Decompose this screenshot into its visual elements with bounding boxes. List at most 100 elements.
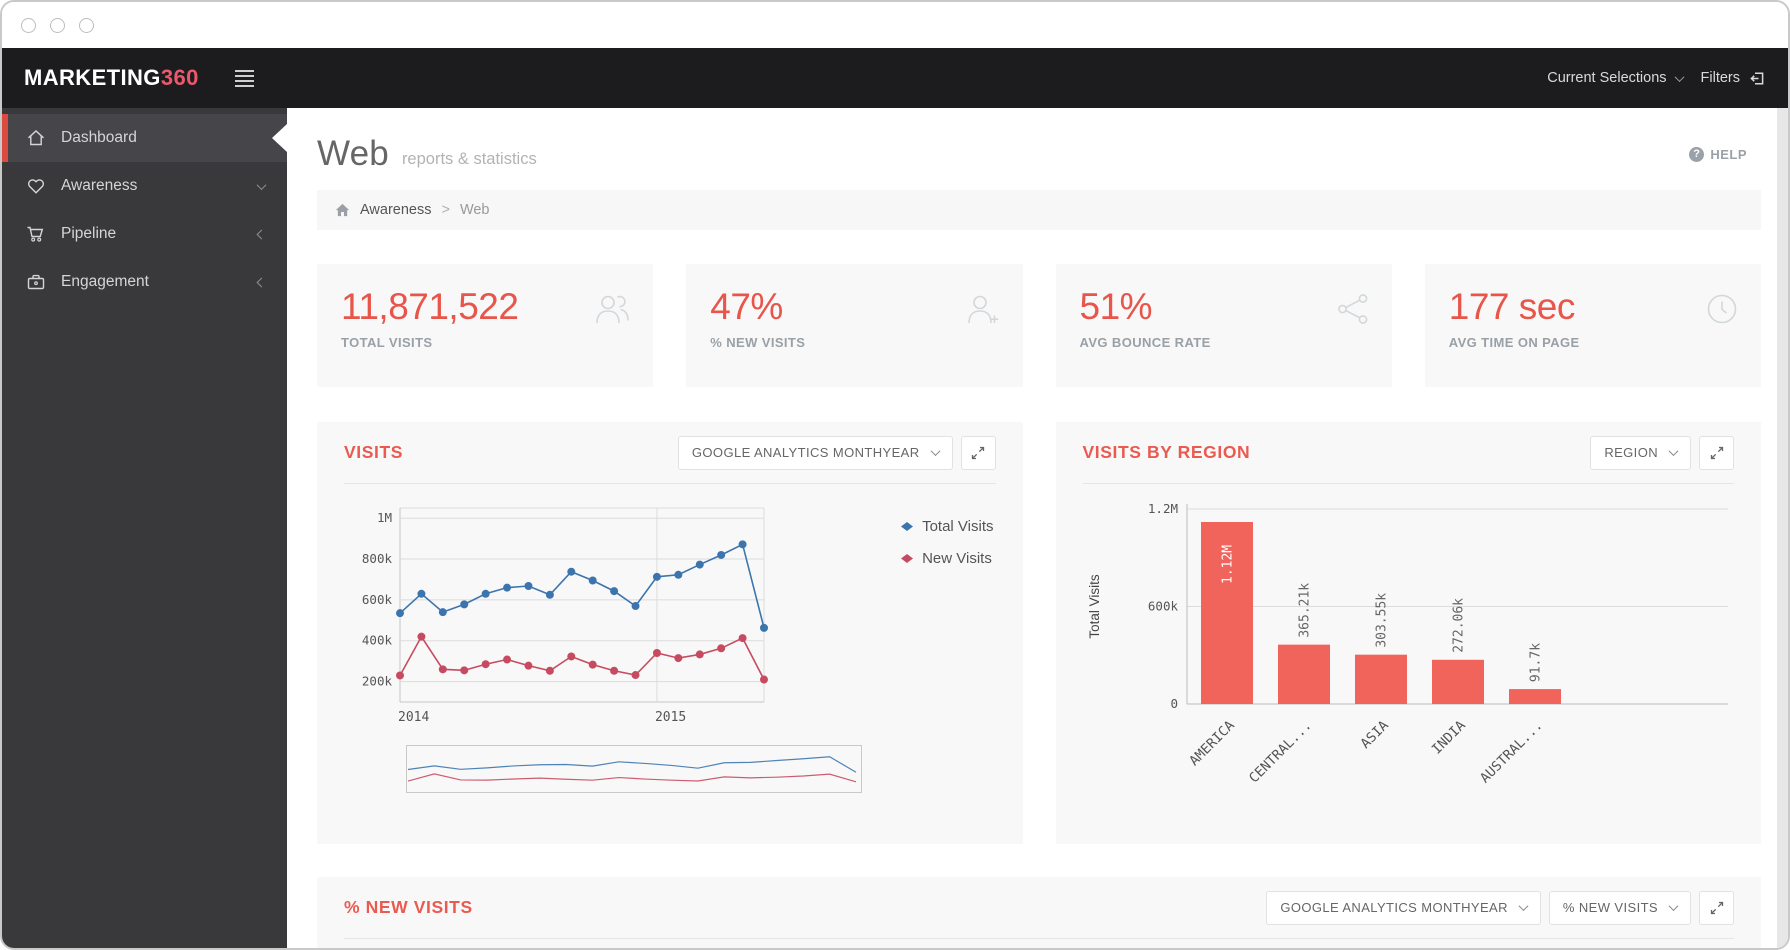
topbar-actions: Current Selections Filters xyxy=(1547,70,1788,87)
expand-button[interactable] xyxy=(960,435,996,470)
home-icon xyxy=(28,130,44,146)
svg-text:365.21k: 365.21k xyxy=(1297,583,1312,638)
legend-marker-icon xyxy=(901,522,914,531)
heart-icon xyxy=(27,179,45,194)
expand-icon xyxy=(1710,901,1723,914)
kpi-label: AVG TIME ON PAGE xyxy=(1448,335,1580,350)
svg-text:600k: 600k xyxy=(1147,599,1178,614)
chevron-down-icon xyxy=(1674,71,1684,82)
svg-text:400k: 400k xyxy=(362,633,393,648)
content-area: Web reports & statistics ? HELP Awarenes… xyxy=(287,108,1788,948)
svg-text:ASIA: ASIA xyxy=(1357,718,1391,752)
expand-icon xyxy=(1710,446,1723,459)
sidebar: Dashboard Awareness Pipeline xyxy=(2,108,287,948)
svg-text:INDIA: INDIA xyxy=(1428,718,1468,758)
svg-text:200k: 200k xyxy=(362,674,393,689)
measure-dropdown[interactable]: % NEW VISITS xyxy=(1548,890,1691,925)
question-icon: ? xyxy=(1689,146,1705,162)
svg-text:CENTRAL...: CENTRAL... xyxy=(1246,718,1315,787)
sidebar-item-label: Engagement xyxy=(61,273,149,290)
visits-panel: VISITS GOOGLE ANALYTICS MONTHYEAR xyxy=(317,422,1023,844)
brand-logo: MARKETING360 xyxy=(24,65,199,90)
chevron-left-icon xyxy=(256,277,267,287)
sidebar-item-label: Pipeline xyxy=(61,225,117,242)
chevron-down-icon xyxy=(1518,901,1529,912)
kpi-value: 51% xyxy=(1079,286,1153,327)
legend-label: New Visits xyxy=(922,550,992,567)
svg-text:0: 0 xyxy=(1170,696,1178,711)
window-control-icon[interactable] xyxy=(79,17,94,33)
window-chrome xyxy=(2,2,1788,48)
clock-icon xyxy=(1707,294,1737,324)
sidebar-item-dashboard[interactable]: Dashboard xyxy=(2,114,287,162)
new-visits-panel: % NEW VISITS GOOGLE ANALYTICS MONTHYEAR … xyxy=(317,877,1761,948)
filters-panel-icon xyxy=(1750,71,1764,85)
topbar: MARKETING360 Current Selections Filters xyxy=(2,48,1788,108)
sidebar-item-pipeline[interactable]: Pipeline xyxy=(2,210,287,258)
scrollbar[interactable] xyxy=(1777,108,1788,948)
chevron-down-icon xyxy=(930,446,940,457)
window-control-icon[interactable] xyxy=(21,17,36,33)
kpi-value: 177 sec xyxy=(1448,286,1576,327)
visits-line-chart[interactable]: 1M 800k 600k 400k 200k 2014 2015 xyxy=(344,492,824,732)
svg-text:AUSTRAL...: AUSTRAL... xyxy=(1477,718,1546,787)
dropdown-value: % NEW VISITS xyxy=(1562,900,1658,915)
region-dropdown[interactable]: REGION xyxy=(1590,435,1691,470)
panel-title: % NEW VISITS xyxy=(344,897,473,917)
expand-button[interactable] xyxy=(1699,435,1734,470)
dimension-dropdown[interactable]: GOOGLE ANALYTICS MONTHYEAR xyxy=(677,435,953,470)
svg-text:91.7k: 91.7k xyxy=(1528,643,1543,682)
help-label: HELP xyxy=(1710,146,1747,162)
kpi-new-visits: 47% % NEW VISITS xyxy=(686,264,1023,387)
chart-legend: Total Visits New Visits xyxy=(901,518,994,582)
svg-text:2015: 2015 xyxy=(655,710,686,725)
cart-icon xyxy=(27,226,44,242)
share-icon xyxy=(1337,294,1368,324)
charts-row: VISITS GOOGLE ANALYTICS MONTHYEAR xyxy=(317,422,1761,844)
region-bar-chart[interactable]: 1.2M 600k 0 Total Visits 1.12M AMERICA 365.21k… xyxy=(1083,496,1730,796)
hamburger-menu-icon[interactable] xyxy=(234,69,254,87)
expand-button[interactable] xyxy=(1699,890,1734,925)
chevron-down-icon xyxy=(1668,901,1679,912)
window-control-icon[interactable] xyxy=(50,17,65,33)
current-selections-dropdown[interactable]: Current Selections xyxy=(1547,70,1684,86)
dimension-dropdown[interactable]: GOOGLE ANALYTICS MONTHYEAR xyxy=(1266,890,1541,925)
svg-text:1.12M: 1.12M xyxy=(1220,545,1235,584)
svg-text:1.2M: 1.2M xyxy=(1147,501,1177,516)
user-add-icon xyxy=(967,295,998,324)
svg-text:AMERICA: AMERICA xyxy=(1186,718,1238,770)
breadcrumb: Awareness > Web xyxy=(317,190,1761,230)
legend-item-total-visits[interactable]: Total Visits xyxy=(901,518,994,535)
kpi-label: % NEW VISITS xyxy=(710,335,806,350)
kpi-label: TOTAL VISITS xyxy=(341,335,433,350)
kpi-value: 47% xyxy=(710,286,783,327)
visits-by-region-panel: VISITS BY REGION REGION xyxy=(1055,422,1761,844)
svg-text:800k: 800k xyxy=(362,551,393,566)
sidebar-item-label: Dashboard xyxy=(61,129,137,146)
help-button[interactable]: ? HELP xyxy=(1689,146,1747,162)
kpi-total-visits: 11,871,522 TOTAL VISITS xyxy=(317,264,654,387)
sidebar-item-awareness[interactable]: Awareness xyxy=(2,162,287,210)
panel-title: VISITS BY REGION xyxy=(1082,442,1251,462)
page-title: Web xyxy=(317,134,389,173)
users-icon xyxy=(596,295,630,324)
legend-item-new-visits[interactable]: New Visits xyxy=(901,550,993,567)
sidebar-item-engagement[interactable]: Engagement xyxy=(2,258,287,306)
briefcase-icon xyxy=(27,274,45,290)
kpi-value: 11,871,522 xyxy=(341,286,519,327)
svg-text:303.55k: 303.55k xyxy=(1374,593,1389,648)
svg-text:Total Visits: Total Visits xyxy=(1087,574,1102,639)
expand-icon xyxy=(971,446,985,459)
legend-marker-icon xyxy=(901,554,914,563)
chevron-down-icon xyxy=(256,179,267,190)
breadcrumb-current: Web xyxy=(459,202,490,218)
panel-title: VISITS xyxy=(344,442,404,462)
sidebar-item-label: Awareness xyxy=(61,177,138,194)
dropdown-value: GOOGLE ANALYTICS MONTHYEAR xyxy=(691,445,920,460)
breadcrumb-root[interactable]: Awareness xyxy=(360,202,432,218)
svg-text:600k: 600k xyxy=(362,592,393,607)
chart-navigator[interactable] xyxy=(406,745,862,793)
filters-button[interactable]: Filters xyxy=(1701,70,1766,87)
page-subtitle: reports & statistics xyxy=(401,149,537,168)
